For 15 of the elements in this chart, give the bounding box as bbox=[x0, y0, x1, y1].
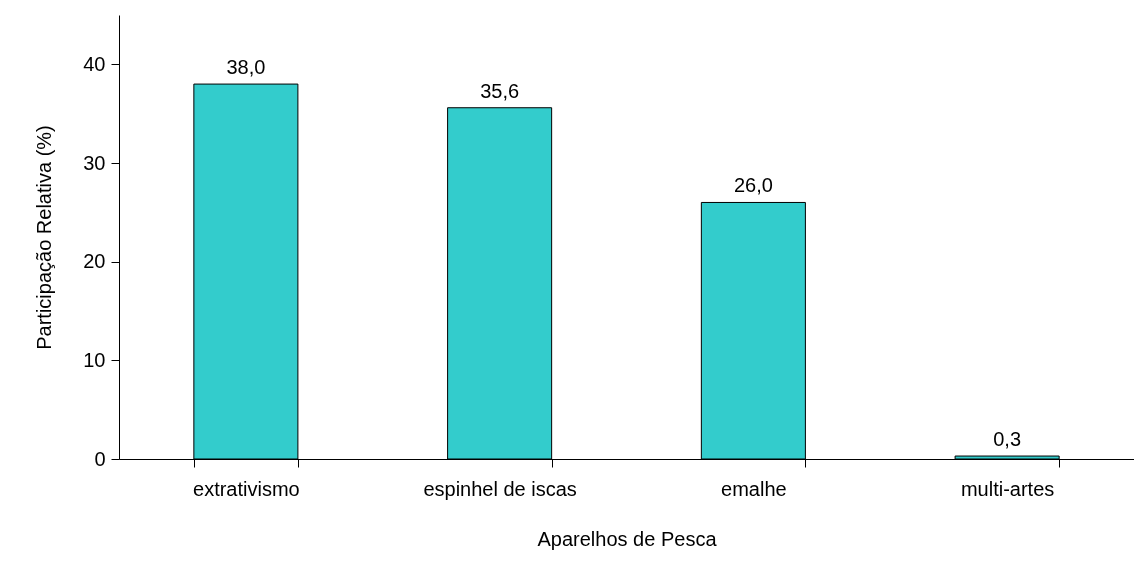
x-tick-label: extrativismo bbox=[193, 477, 300, 500]
data-label: 26,0 bbox=[733, 174, 773, 197]
y-tick-label: 0 bbox=[94, 447, 106, 470]
y-tick-label: 10 bbox=[83, 348, 106, 371]
x-tick-label: multi-artes bbox=[960, 477, 1055, 500]
data-label: 0,3 bbox=[993, 428, 1022, 451]
x-tick-label: emalhe bbox=[721, 477, 787, 500]
x-axis-title: Aparelhos de Pesca bbox=[537, 527, 718, 550]
x-tick-label: espinhel de iscas bbox=[423, 477, 577, 500]
data-label: 35,6 bbox=[480, 79, 520, 102]
y-axis-title: Participação Relativa (%) bbox=[33, 125, 56, 350]
y-tick-label: 20 bbox=[83, 250, 106, 273]
y-tick-label: 30 bbox=[83, 151, 106, 174]
data-label: 38,0 bbox=[226, 56, 266, 79]
y-tick-label: 40 bbox=[83, 52, 106, 75]
